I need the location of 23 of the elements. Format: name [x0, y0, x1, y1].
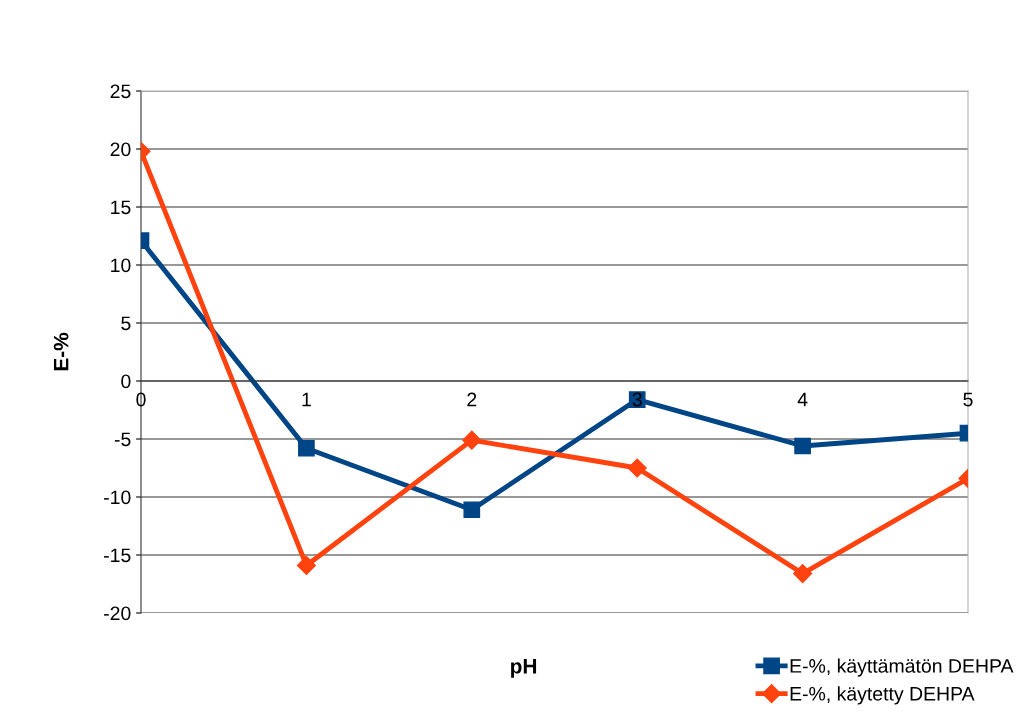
y-tick-label: 25: [110, 84, 131, 99]
y-tick-label: -15: [104, 548, 131, 563]
x-tick-label: 5: [963, 392, 973, 407]
y-tick-label: 15: [111, 200, 131, 215]
legend-label: E-%, käytetty DEHPA: [790, 686, 975, 705]
y-tick-label: -10: [104, 490, 131, 505]
x-tick-label: 2: [467, 392, 477, 407]
y-axis-title: E-%: [53, 332, 69, 371]
y-tick-label: 20: [110, 142, 131, 157]
y-tick-label: -20: [104, 606, 131, 621]
point: [462, 430, 482, 450]
point: [627, 458, 647, 478]
x-tick-label: 4: [797, 392, 808, 407]
x-tick-label: 3: [632, 392, 642, 407]
y-tick-label: -5: [114, 432, 131, 447]
legend-label: E-%, käyttämätön DEHPA: [790, 658, 1014, 677]
y-tick-label: 10: [111, 258, 131, 273]
point: [463, 501, 481, 519]
x-tick-label: 1: [302, 392, 311, 407]
y-tick-label: 0: [121, 374, 131, 389]
x-tick-label: 0: [136, 392, 146, 407]
x-axis-title: pH: [511, 659, 537, 678]
y-tick-label: 5: [121, 316, 131, 331]
